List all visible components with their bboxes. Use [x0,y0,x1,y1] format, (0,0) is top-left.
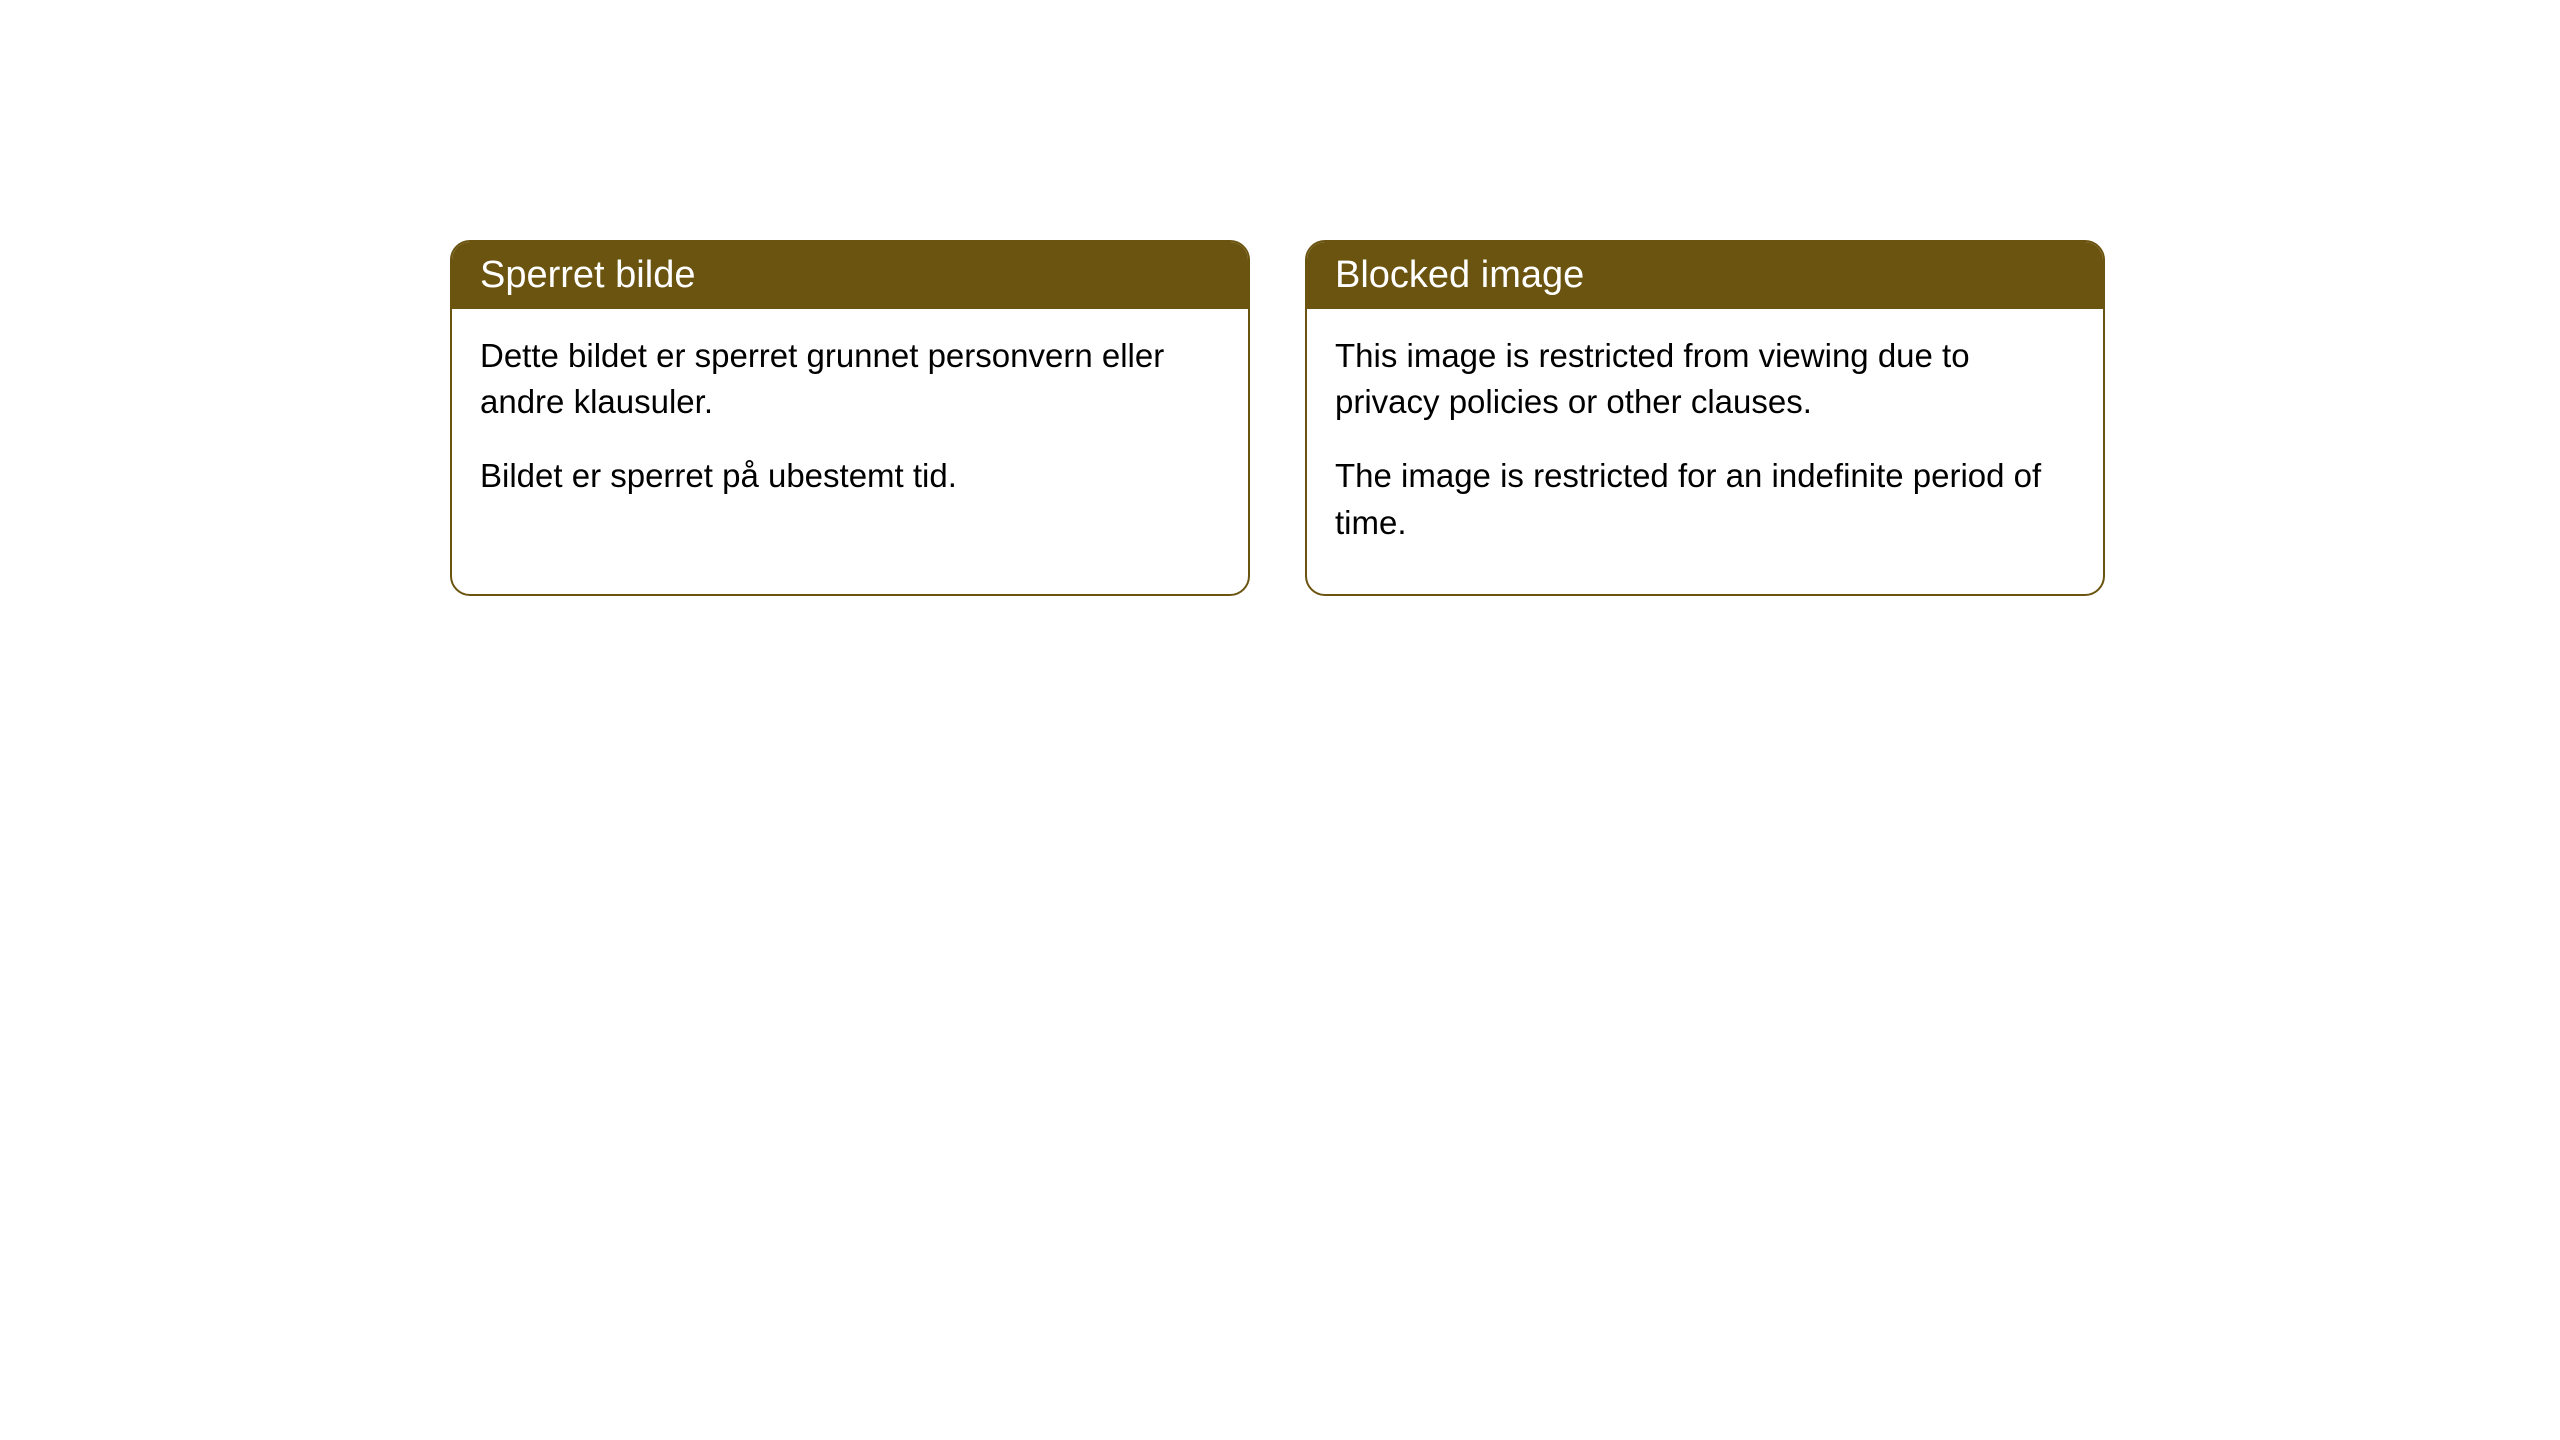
card-paragraph: The image is restricted for an indefinit… [1335,453,2075,545]
blocked-image-card-en: Blocked image This image is restricted f… [1305,240,2105,596]
notice-cards-container: Sperret bilde Dette bildet er sperret gr… [450,240,2105,596]
card-body: Dette bildet er sperret grunnet personve… [452,309,1248,548]
card-paragraph: Dette bildet er sperret grunnet personve… [480,333,1220,425]
card-paragraph: This image is restricted from viewing du… [1335,333,2075,425]
card-header: Blocked image [1307,242,2103,309]
blocked-image-card-no: Sperret bilde Dette bildet er sperret gr… [450,240,1250,596]
card-body: This image is restricted from viewing du… [1307,309,2103,594]
card-paragraph: Bildet er sperret på ubestemt tid. [480,453,1220,499]
card-header: Sperret bilde [452,242,1248,309]
